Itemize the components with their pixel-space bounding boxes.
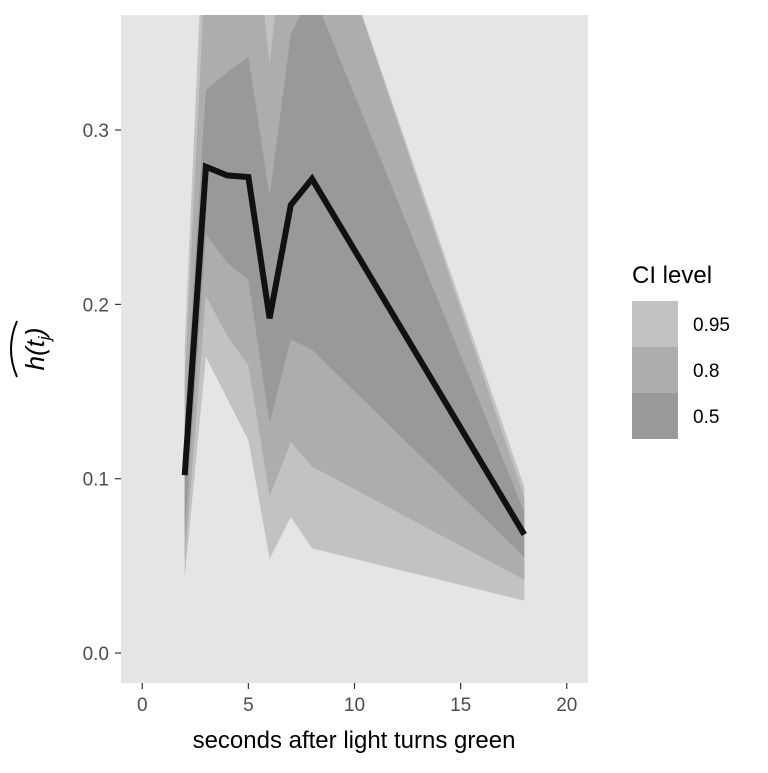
legend-key-0.5 — [632, 393, 678, 439]
x-tick-label: 10 — [344, 695, 365, 716]
y-tick-label: 0.3 — [83, 121, 109, 142]
legend-key-0.8 — [632, 347, 678, 393]
legend-label: 0.95 — [693, 315, 730, 336]
y-tick-label: 0.2 — [83, 295, 109, 316]
x-axis-title: seconds after light turns green — [193, 727, 516, 754]
x-tick-label: 0 — [137, 695, 148, 716]
legend-label: 0.8 — [693, 361, 719, 382]
x-tick-label: 15 — [450, 695, 471, 716]
y-tick-label: 0.0 — [83, 644, 109, 665]
legend-title: CI level — [632, 262, 712, 289]
legend-key-0.95 — [632, 301, 678, 347]
legend-label: 0.5 — [693, 407, 719, 428]
x-tick-label: 5 — [243, 695, 254, 716]
y-axis-title-text: h(tj) — [20, 328, 54, 371]
y-tick-label: 0.1 — [83, 470, 109, 491]
x-tick-label: 20 — [556, 695, 577, 716]
